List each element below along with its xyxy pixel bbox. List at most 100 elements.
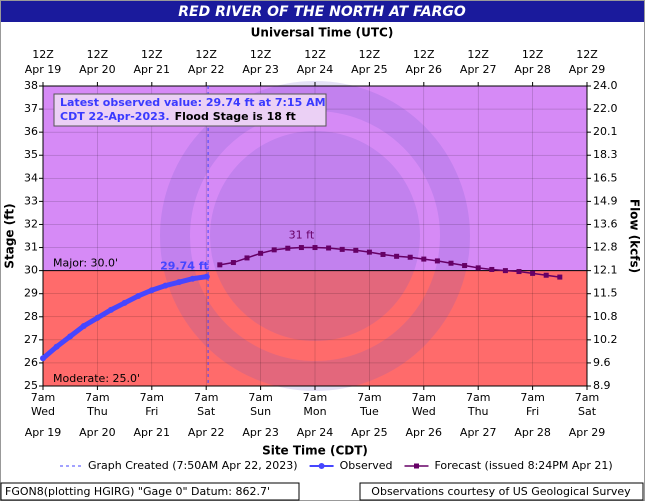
forecast-point (407, 254, 413, 260)
forecast-point (230, 260, 236, 266)
forecast-point (462, 263, 468, 269)
y2-tick-label: 9.6 (593, 356, 611, 369)
x-tick-date: Apr 24 (297, 426, 334, 439)
y-tick-label: 29 (24, 287, 38, 300)
forecast-point (448, 260, 454, 266)
top-x-tick-hour: 12Z (87, 48, 109, 61)
x-tick-weekday: Mon (303, 405, 326, 418)
top-x-tick-hour: 12Z (359, 48, 381, 61)
flood-label: Major: 30.0' (53, 257, 118, 270)
y-tick-label: 33 (24, 194, 38, 207)
forecast-point (258, 250, 264, 256)
x-tick-weekday: Sat (578, 405, 597, 418)
observed-point (94, 314, 101, 321)
top-axis-title: Universal Time (UTC) (251, 26, 394, 40)
forecast-point (298, 245, 304, 251)
x-tick-hour: 7am (412, 391, 436, 404)
x-axis-title: Site Time (CDT) (262, 444, 368, 458)
footer-left: FGON8(plotting HGIRG) "Gage 0" Datum: 86… (5, 485, 270, 498)
top-x-tick-date: Apr 23 (242, 63, 279, 76)
x-tick-date: Apr 23 (242, 426, 279, 439)
y-tick-label: 30 (24, 264, 38, 277)
y-tick-label: 26 (24, 356, 38, 369)
top-x-tick-date: Apr 29 (569, 63, 606, 76)
legend-label: Forecast (issued 8:24PM Apr 21) (435, 459, 613, 472)
peak-label: 31 ft (289, 229, 315, 242)
observed-point (135, 293, 142, 299)
x-tick-weekday: Sat (197, 405, 216, 418)
y2-tick-label: 16.5 (593, 171, 618, 184)
forecast-point (543, 272, 549, 278)
footer-right: Observations courtesy of US Geological S… (371, 485, 631, 498)
forecast-point (421, 256, 427, 262)
y-tick-label: 32 (24, 217, 38, 230)
x-tick-hour: 7am (303, 391, 327, 404)
x-tick-date: Apr 29 (569, 426, 606, 439)
chart-title: RED RIVER OF THE NORTH AT FARGO (178, 4, 466, 20)
y2-tick-label: 13.6 (593, 217, 618, 230)
y-tick-label: 37 (24, 102, 38, 115)
y2-tick-label: 10.2 (593, 333, 618, 346)
top-x-tick-date: Apr 22 (188, 63, 225, 76)
x-tick-weekday: Fri (526, 405, 539, 418)
forecast-point (516, 269, 522, 275)
observed-point (189, 275, 196, 282)
x-tick-hour: 7am (357, 391, 381, 404)
y-axis-title: Stage (ft) (3, 203, 17, 268)
x-tick-hour: 7am (140, 391, 164, 404)
y-tick-label: 31 (24, 241, 38, 254)
x-tick-date: Apr 20 (79, 426, 116, 439)
forecast-point (285, 245, 291, 251)
flood-label: Moderate: 25.0' (53, 372, 140, 385)
x-tick-weekday: Sun (250, 405, 271, 418)
y-tick-label: 34 (24, 171, 38, 184)
observed-point (53, 343, 60, 350)
forecast-point (353, 247, 359, 253)
top-x-tick-date: Apr 27 (460, 63, 497, 76)
forecast-point (217, 262, 223, 268)
top-x-tick-hour: 12Z (413, 48, 435, 61)
footer-right-box (359, 482, 644, 501)
x-tick-weekday: Thu (86, 405, 108, 418)
top-x-tick-date: Apr 20 (79, 63, 116, 76)
info-flood-stage: Flood Stage is 18 ft (175, 110, 296, 123)
x-tick-date: Apr 22 (188, 426, 225, 439)
y-tick-label: 38 (24, 79, 38, 92)
x-tick-hour: 7am (466, 391, 490, 404)
footer-left-box (0, 482, 300, 501)
forecast-point (366, 249, 372, 255)
x-tick-weekday: Wed (412, 405, 436, 418)
flood-band (43, 270, 587, 386)
x-tick-hour: 7am (31, 391, 55, 404)
info-observed: Latest observed value: 29.74 ft at 7:15 … (60, 96, 326, 123)
x-tick-hour: 7am (248, 391, 272, 404)
y2-tick-label: 14.9 (593, 194, 618, 207)
forecast-point (326, 245, 332, 251)
x-tick-date: Apr 19 (25, 426, 62, 439)
y2-axis-title: Flow (kcfs) (628, 199, 642, 273)
observed-point (203, 273, 210, 280)
top-x-tick-date: Apr 28 (514, 63, 551, 76)
y-tick-label: 35 (24, 148, 38, 161)
top-x-tick-hour: 12Z (32, 48, 54, 61)
observed-point (176, 279, 182, 286)
x-tick-weekday: Wed (31, 405, 55, 418)
top-x-tick-date: Apr 21 (134, 63, 171, 76)
forecast-point (312, 245, 318, 251)
top-x-tick-hour: 12Z (195, 48, 217, 61)
x-tick-weekday: Thu (467, 405, 489, 418)
observed-point (40, 355, 46, 362)
x-tick-date: Apr 27 (460, 426, 497, 439)
plot-border (42, 85, 588, 387)
y2-tick-label: 12.8 (593, 241, 618, 254)
x-tick-weekday: Tue (359, 405, 379, 418)
observed-point (108, 306, 114, 313)
legend-marker (414, 463, 419, 469)
y2-tick-label: 22.0 (593, 102, 618, 115)
forecast-point (271, 247, 277, 253)
forecast-point (530, 270, 536, 276)
legend-created: Graph Created (7:50AM Apr 22, 2023) (88, 459, 298, 472)
legend-marker (318, 463, 325, 469)
y-tick-label: 36 (24, 125, 38, 138)
